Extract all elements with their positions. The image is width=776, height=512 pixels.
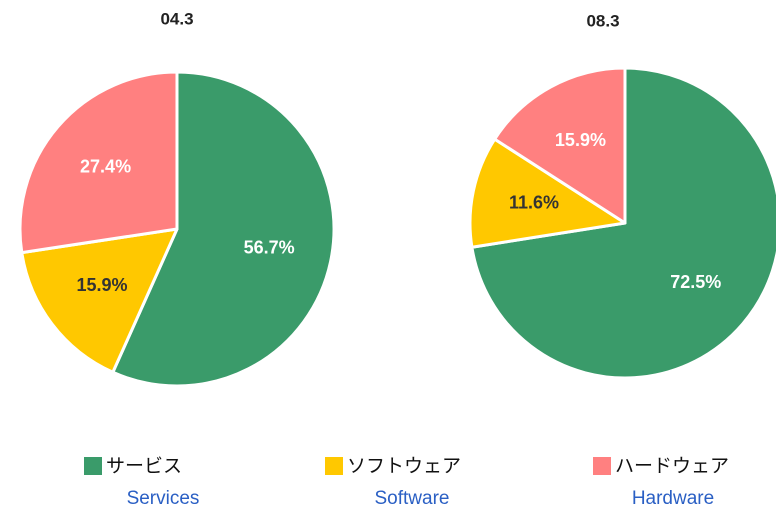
data-label: 56.7% [244,237,295,257]
legend-translation: Software [375,488,450,509]
chart-title: 04.3 [160,9,193,28]
data-label: 15.9% [77,275,128,295]
pie-slice [18,70,179,255]
legend-label: ソフトウェア [347,456,461,477]
chart-title: 08.3 [586,11,619,30]
legend-label: サービス [106,455,182,477]
data-label: 27.4% [80,156,131,176]
pie-slice [20,227,179,374]
legend-label: ハードウェア [615,456,729,477]
legend-translation: Services [127,488,200,509]
data-label: 72.5% [670,272,721,292]
legend-swatch [325,457,343,475]
legend-swatch [84,457,102,475]
legend-translation: Hardware [632,488,714,509]
legend-swatch [593,457,611,475]
data-label: 15.9% [555,130,606,150]
pie-slice [111,70,336,388]
pie-slice [470,66,776,380]
data-label: 11.6% [509,193,559,213]
pie-slice [493,66,627,225]
pie-slice [468,137,627,249]
